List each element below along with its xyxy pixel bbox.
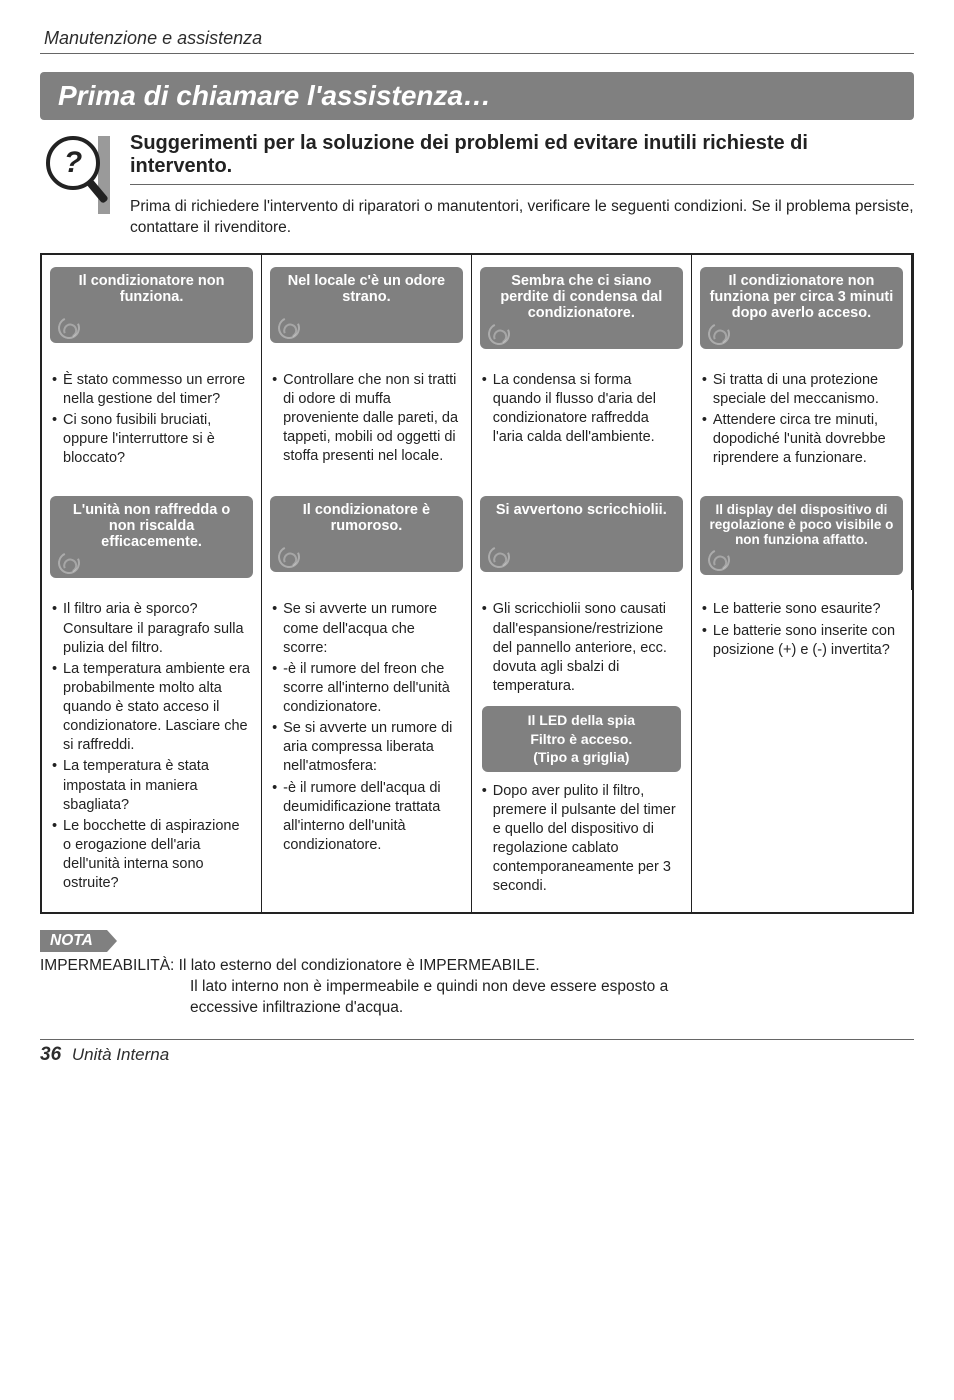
- cell-r2c1: Il filtro aria è sporco?Consultare il pa…: [42, 590, 262, 912]
- intro-row: ? Suggerimenti per la soluzione dei prob…: [40, 132, 914, 239]
- head-r1c2: Nel locale c'è un odore strano.: [270, 267, 463, 343]
- top-rule: [40, 53, 914, 54]
- intro-body: Prima di richiedere l'intervento di ripa…: [130, 197, 914, 239]
- head-r1c1: Il condizionatore non funziona.: [50, 267, 253, 343]
- cell-r1c3: La condensa si forma quando il flusso d'…: [472, 361, 692, 485]
- footer: 36 Unità Interna: [40, 1039, 914, 1066]
- section-label: Manutenzione e assistenza: [40, 28, 914, 49]
- cell-r1c1: È stato commesso un errore nella gestion…: [42, 361, 262, 485]
- nota-pill: NOTA: [40, 930, 107, 952]
- head-r1c3: Sembra che ci siano perdite di condensa …: [480, 267, 683, 349]
- troubleshoot-table: Il condizionatore non funziona. Nel loca…: [40, 253, 914, 914]
- page-banner: Prima di chiamare l'assistenza…: [40, 72, 914, 120]
- cell-r2c4: Le batterie sono esaurite?Le batterie so…: [692, 590, 912, 912]
- cell-r2c3: Gli scricchiolii sono causati dall'espan…: [472, 590, 692, 912]
- footer-label: Unità Interna: [72, 1045, 169, 1064]
- cell-r1c4: Si tratta di una protezione speciale del…: [692, 361, 912, 485]
- head-r1c4: Il condizionatore non funziona per circa…: [700, 267, 903, 349]
- head-r2c2: Il condizionatore è rumoroso.: [270, 496, 463, 572]
- inline-tile-led: Il LED della spia Filtro è acceso. (Tipo…: [482, 706, 681, 771]
- cell-r2c2: Se si avverte un rumore come dell'acqua …: [262, 590, 472, 912]
- magnifier-icon: ?: [40, 132, 114, 218]
- cell-r1c2: Controllare che non si tratti di odore d…: [262, 361, 472, 485]
- head-r2c3: Si avvertono scricchiolii.: [480, 496, 683, 572]
- nota-text: IMPERMEABILITÀ: Il lato esterno del cond…: [40, 956, 914, 1019]
- nota-row: NOTA: [40, 930, 914, 952]
- head-r2c4: Il display del dispositivo di regolazion…: [700, 496, 903, 575]
- page-number: 36: [40, 1044, 61, 1065]
- intro-title: Suggerimenti per la soluzione dei proble…: [130, 132, 914, 185]
- head-r2c1: L'unità non raffredda o non riscalda eff…: [50, 496, 253, 578]
